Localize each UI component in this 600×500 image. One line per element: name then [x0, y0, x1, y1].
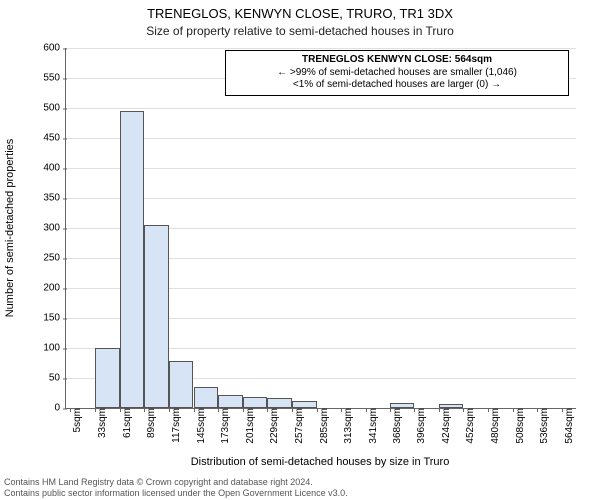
y-tick-label: 300: [43, 223, 66, 234]
x-tick-label: 313sqm: [337, 408, 354, 444]
x-tick-label: 480sqm: [484, 408, 501, 444]
footer-attribution: Contains HM Land Registry data © Crown c…: [4, 477, 348, 498]
x-tick-label: 536sqm: [533, 408, 550, 444]
y-tick-label: 450: [43, 133, 66, 144]
chart-title-1: TRENEGLOS, KENWYN CLOSE, TRURO, TR1 3DX: [0, 6, 600, 21]
gridline: [66, 108, 576, 109]
x-tick-label: 452sqm: [459, 408, 476, 444]
x-tick-label: 368sqm: [386, 408, 403, 444]
histogram-bar: [267, 398, 292, 408]
y-tick-label: 50: [49, 373, 66, 384]
x-tick-label: 564sqm: [558, 408, 575, 444]
y-tick-label: 350: [43, 193, 66, 204]
x-tick-label: 229sqm: [263, 408, 280, 444]
x-tick-label: 173sqm: [214, 408, 231, 444]
histogram-bar: [218, 395, 243, 408]
x-tick-label: 89sqm: [140, 408, 157, 438]
x-tick-label: 5sqm: [66, 408, 83, 432]
y-tick-label: 600: [43, 43, 66, 54]
y-tick-label: 200: [43, 283, 66, 294]
gridline: [66, 48, 576, 49]
plot-area: 0501001502002503003504004505005506005sqm…: [65, 48, 576, 409]
x-axis-label: Distribution of semi-detached houses by …: [65, 456, 575, 468]
y-tick-label: 100: [43, 343, 66, 354]
y-tick-label: 400: [43, 163, 66, 174]
y-axis-label: Number of semi-detached properties: [4, 139, 16, 318]
x-tick-label: 117sqm: [165, 408, 182, 443]
x-tick-label: 508sqm: [509, 408, 526, 444]
y-tick-label: 150: [43, 313, 66, 324]
annotation-box: TRENEGLOS KENWYN CLOSE: 564sqm ← >99% of…: [225, 50, 569, 96]
histogram-bar: [243, 397, 268, 408]
y-tick-label: 550: [43, 73, 66, 84]
x-tick-label: 396sqm: [410, 408, 427, 444]
x-tick-label: 424sqm: [435, 408, 452, 444]
histogram-bar: [95, 348, 120, 408]
histogram-bar: [292, 401, 317, 408]
x-tick-label: 285sqm: [313, 408, 330, 444]
footer-line-2: Contains public sector information licen…: [4, 488, 348, 498]
annotation-line-3: <1% of semi-detached houses are larger (…: [232, 79, 562, 92]
histogram-bar: [194, 387, 219, 408]
chart-title-2: Size of property relative to semi-detach…: [0, 24, 600, 38]
x-tick-label: 201sqm: [239, 408, 256, 444]
histogram-bar: [144, 225, 169, 408]
footer-line-1: Contains HM Land Registry data © Crown c…: [4, 477, 348, 487]
annotation-title: TRENEGLOS KENWYN CLOSE: 564sqm: [232, 54, 562, 67]
x-tick-label: 341sqm: [362, 408, 379, 444]
x-tick-label: 257sqm: [288, 408, 305, 444]
x-tick-label: 61sqm: [116, 408, 133, 438]
histogram-bar: [169, 361, 194, 408]
y-tick-label: 250: [43, 253, 66, 264]
x-tick-label: 145sqm: [190, 408, 207, 444]
y-tick-label: 0: [54, 403, 66, 414]
x-tick-label: 33sqm: [91, 408, 108, 438]
histogram-bar: [120, 111, 145, 408]
annotation-line-2: ← >99% of semi-detached houses are small…: [232, 67, 562, 80]
y-tick-label: 500: [43, 103, 66, 114]
